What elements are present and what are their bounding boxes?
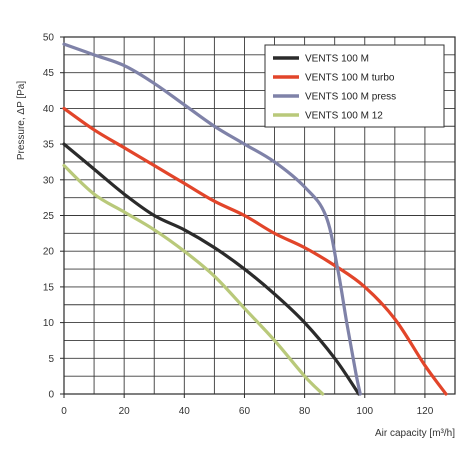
legend-label: VENTS 100 M 12 [305,111,383,122]
legend-label: VENTS 100 M press [305,92,396,103]
x-tick-label: 100 [356,406,373,417]
legend-label: VENTS 100 M turbo [305,73,395,84]
x-tick-label: 40 [179,406,191,417]
legend: VENTS 100 M VENTS 100 M turbo VENTS 100 M … [264,44,445,128]
y-tick-label: 50 [43,33,55,44]
x-tick-label: 60 [239,406,251,417]
y-tick-label: 15 [43,282,55,293]
axes: 0 20 40 60 80 100 120 0 5 10 15 20 25 30 35 40 45 50 [43,33,456,417]
x-axis-title: Air capacity [m³/h] [375,428,455,439]
y-tick-label: 35 [43,140,55,151]
series [62,42,448,396]
y-tick-label: 10 [43,318,55,329]
y-tick-label: 20 [43,247,55,258]
legend-label: VENTS 100 M [305,54,369,65]
y-tick-label: 40 [43,104,55,115]
x-tick-label: 0 [61,406,67,417]
y-tick-label: 30 [43,175,55,186]
y-tick-label: 25 [43,211,55,222]
x-tick-label: 120 [417,406,434,417]
series-line-1 [62,142,361,396]
y-axis-title: Pressure, ΔP [Pa] [16,81,27,161]
x-tick-label: 20 [119,406,131,417]
series-line-2 [62,106,448,396]
y-tick-label: 45 [43,68,55,79]
y-tick-label: 5 [48,354,54,365]
series-line-3 [62,42,362,396]
series-line-4 [62,163,325,396]
x-tick-label: 80 [299,406,311,417]
y-tick-label: 0 [48,390,54,401]
